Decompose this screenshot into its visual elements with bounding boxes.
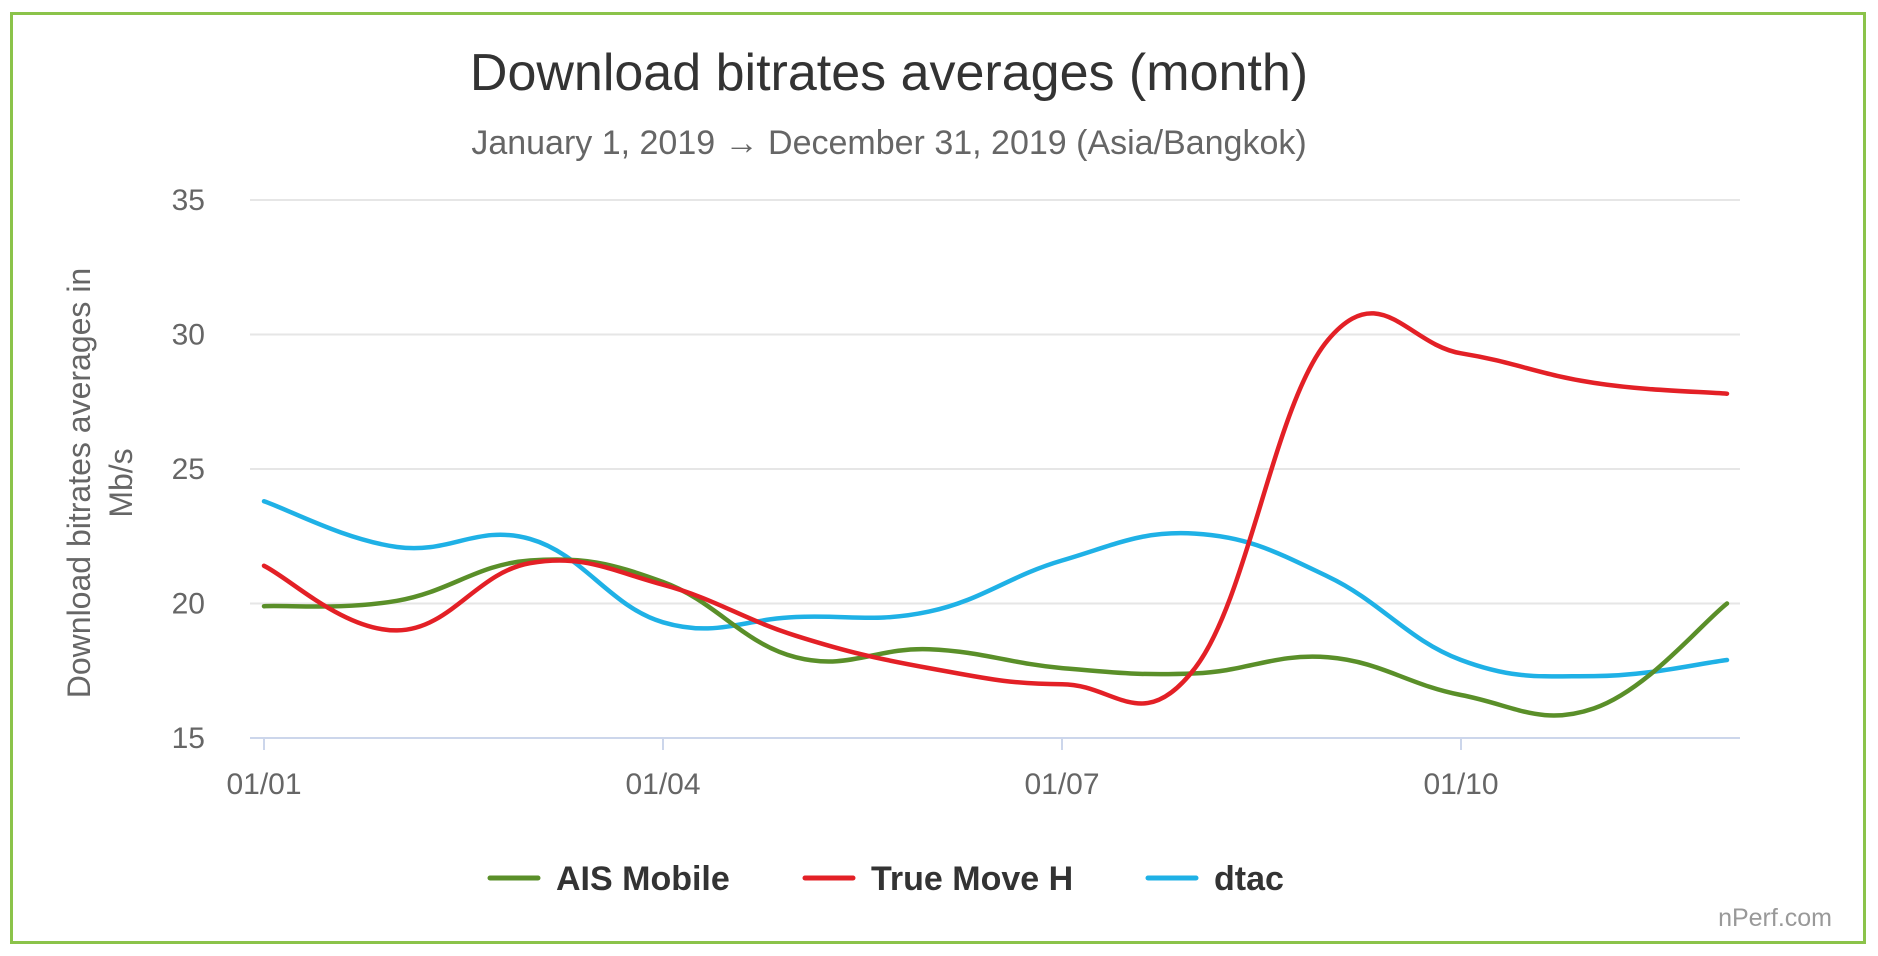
- legend-label: dtac: [1214, 860, 1284, 898]
- legend-label: True Move H: [871, 860, 1073, 898]
- y-tick-label: 35: [172, 184, 205, 217]
- y-tick-label: 15: [172, 722, 205, 755]
- legend: AIS Mobile True Move H dtac: [487, 860, 1284, 898]
- series-layer: [261, 311, 1730, 718]
- y-axis-title: Download bitrates averages in Mb/s: [61, 268, 139, 698]
- x-tick-label: 01/07: [1024, 768, 1099, 801]
- y-tick-label: 30: [172, 319, 205, 352]
- legend-item-ais-mobile[interactable]: AIS Mobile: [487, 860, 730, 898]
- x-tick-label: 01/10: [1423, 768, 1498, 801]
- y-axis-ticks: 15 20 25 30 35: [172, 184, 205, 755]
- x-tick-label: 01/04: [625, 768, 700, 801]
- grid-layer: [250, 199, 1740, 605]
- y-axis-title-line-2: Mb/s: [103, 448, 139, 517]
- y-tick-label: 20: [172, 588, 205, 621]
- y-axis-title-line-1: Download bitrates averages in: [61, 268, 97, 698]
- series-line-dtac: [261, 499, 1730, 679]
- credit-label: nPerf.com: [1718, 904, 1832, 932]
- series-line-ais-mobile: [261, 557, 1730, 718]
- y-tick-label: 25: [172, 453, 205, 486]
- legend-item-dtac[interactable]: dtac: [1145, 860, 1284, 898]
- x-tick-label: 01/01: [226, 768, 301, 801]
- legend-item-true-move-h[interactable]: True Move H: [802, 860, 1073, 898]
- chart-title: Download bitrates averages (month): [470, 44, 1308, 102]
- series-line-true-move-h: [261, 311, 1730, 706]
- chart-subtitle: January 1, 2019 → December 31, 2019 (Asi…: [471, 124, 1306, 162]
- x-axis: 01/01 01/04 01/07 01/10: [226, 737, 1740, 801]
- legend-label: AIS Mobile: [556, 860, 730, 898]
- chart-frame: [10, 12, 1866, 944]
